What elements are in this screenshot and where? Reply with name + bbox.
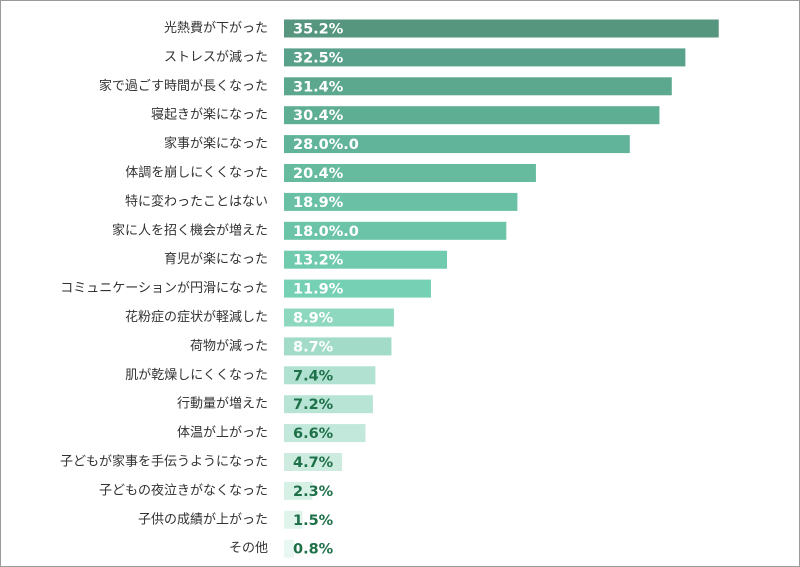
category-label: ストレスが減った xyxy=(164,49,268,65)
value-label: 6.6% xyxy=(293,426,334,442)
category-label: コミュニケーションが円滑になった xyxy=(60,281,268,296)
category-label: 家事が楽になった xyxy=(164,136,268,152)
value-label: 20.4% xyxy=(293,166,344,182)
category-label: 肌が乾燥しにくくなった xyxy=(125,368,268,383)
bar xyxy=(284,337,392,356)
category-label: 花粉症の症状が軽減した xyxy=(125,309,268,325)
bar xyxy=(284,221,507,240)
value-label: 28.0%.0 xyxy=(293,137,359,153)
value-labels: 35.2% 32.5% 31.4% 30.4% 28.0%.0 20.4% 18.9% 18.… xyxy=(293,22,359,558)
value-label: 31.4% xyxy=(293,79,344,95)
value-label: 18.0%.0 xyxy=(293,224,359,240)
category-label: 子どもの夜泣きがなくなった xyxy=(99,483,268,498)
bar xyxy=(284,481,313,500)
bar xyxy=(284,250,448,269)
bar xyxy=(284,164,536,182)
bar xyxy=(284,135,630,154)
category-label: 子供の成績が上がった xyxy=(138,512,268,527)
bar xyxy=(284,106,660,125)
bar xyxy=(284,424,366,443)
category-label: 荷物が減った xyxy=(190,338,268,354)
value-label: 2.3% xyxy=(293,484,334,500)
bars xyxy=(284,19,719,558)
category-label: 行動量が増えた xyxy=(177,397,268,412)
category-labels: 光熱費が下がったストレスが減った家で過ごす時間が長くなった寝起きが楽になった家事… xyxy=(60,21,268,556)
category-label: 体温が上がった xyxy=(177,426,268,441)
bar xyxy=(284,510,303,529)
value-label: 11.9% xyxy=(293,282,344,298)
bar xyxy=(284,48,686,67)
category-label: 光熱費が下がった xyxy=(164,21,268,36)
value-label: 18.9% xyxy=(293,195,344,211)
bar xyxy=(284,19,719,38)
bar xyxy=(284,279,431,298)
category-label: 体調を崩しにくくなった xyxy=(125,166,268,181)
value-label: 8.9% xyxy=(293,311,334,327)
category-label: 家に人を招く機会が増えた xyxy=(112,222,268,238)
value-label: 7.4% xyxy=(293,368,334,384)
category-label: 家で過ごす時間が長くなった xyxy=(99,78,268,94)
category-label: 寝起きが楽になった xyxy=(151,107,268,123)
value-label: 1.5% xyxy=(293,513,334,529)
bar xyxy=(284,77,672,96)
bar xyxy=(284,192,518,211)
value-label: 13.2% xyxy=(293,253,344,269)
value-label: 32.5% xyxy=(293,50,344,66)
bar xyxy=(284,539,294,558)
bar xyxy=(284,366,376,385)
value-label: 8.7% xyxy=(293,339,334,355)
value-label: 4.7% xyxy=(293,455,334,471)
value-label: 30.4% xyxy=(293,108,344,124)
category-label: 特に変わったことはない xyxy=(125,193,268,209)
category-label: 子どもが家事を手伝うようになった xyxy=(60,454,268,470)
value-label: 35.2% xyxy=(293,22,344,38)
category-label: その他 xyxy=(229,541,268,556)
bar xyxy=(284,308,394,327)
value-label: 7.2% xyxy=(293,397,334,413)
bar xyxy=(284,453,343,471)
value-label: 0.8% xyxy=(293,542,334,558)
category-label: 育児が楽になった xyxy=(164,251,268,267)
bar xyxy=(284,395,373,414)
